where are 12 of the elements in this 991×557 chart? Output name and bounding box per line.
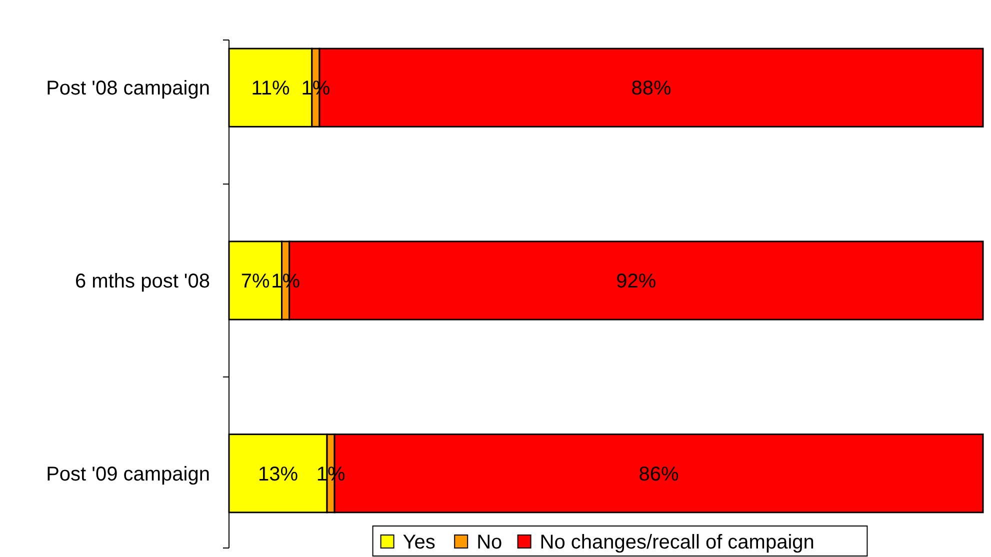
legend-label: Yes (402, 532, 436, 554)
y-tick-label: Post '09 campaign (46, 463, 210, 486)
data-label: 88% (631, 78, 672, 100)
legend-label: No (476, 532, 502, 554)
legend-label: No changes/recall of campaign (540, 532, 814, 554)
data-label: 13% (258, 463, 298, 486)
data-label: 86% (638, 463, 680, 486)
y-tick-label: 6 mths post '08 (75, 270, 210, 292)
data-label: 11% (251, 78, 290, 100)
data-label: 7% (240, 270, 270, 292)
y-tick-label: Post '08 campaign (46, 78, 210, 100)
data-label: 92% (616, 270, 656, 292)
